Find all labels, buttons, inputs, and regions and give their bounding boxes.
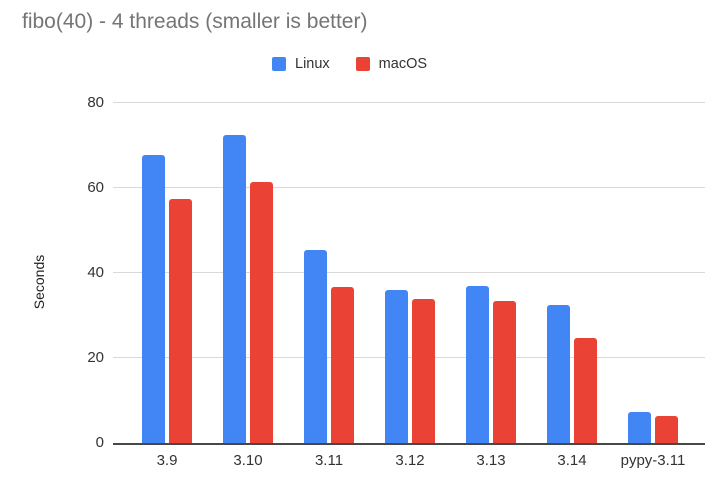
- x-label-3.14: 3.14: [557, 452, 587, 469]
- x-label-3.12: 3.12: [395, 452, 425, 469]
- bar-macos-3.13: [493, 301, 516, 443]
- y-tick-label-0: 0: [95, 434, 104, 451]
- bar-linux-3.14: [547, 305, 570, 443]
- bar-linux-3.10: [223, 135, 246, 443]
- y-tick-label-20: 20: [87, 349, 104, 366]
- gridline-40: [113, 272, 705, 273]
- x-axis-line: [113, 443, 705, 445]
- legend-label-macos: macOS: [378, 56, 428, 72]
- legend-label-linux: Linux: [295, 56, 330, 72]
- bar-linux-3.12: [385, 290, 408, 443]
- legend-swatch-macos: [355, 57, 370, 71]
- bar-macos-pypy-3.11: [655, 416, 678, 443]
- gridline-20: [113, 357, 705, 358]
- gridline-60: [113, 187, 705, 188]
- bar-linux-3.9: [142, 155, 165, 443]
- y-tick-label-80: 80: [87, 94, 104, 111]
- y-tick-label-40: 40: [87, 264, 104, 281]
- legend-item-macos: macOS: [355, 56, 428, 72]
- x-label-3.11: 3.11: [314, 452, 344, 469]
- bar-macos-3.11: [331, 286, 354, 443]
- x-label-3.13: 3.13: [476, 452, 506, 469]
- legend-swatch-linux: [272, 57, 286, 71]
- bar-linux-pypy-3.11: [628, 412, 651, 443]
- x-label-3.10: 3.10: [233, 452, 263, 469]
- y-axis-title: Seconds: [31, 254, 47, 310]
- chart-title: fibo(40) - 4 threads (smaller is better): [22, 10, 368, 33]
- chart-legend: Linux macOS: [272, 56, 427, 72]
- bar-macos-3.12: [412, 299, 435, 443]
- gridline-80: [113, 102, 705, 103]
- plot-area: [113, 102, 705, 445]
- legend-item-linux: Linux: [272, 56, 330, 72]
- y-tick-label-60: 60: [87, 179, 104, 196]
- bar-macos-3.14: [574, 337, 597, 443]
- bar-macos-3.9: [169, 199, 192, 443]
- bar-macos-3.10: [250, 181, 273, 443]
- x-label-pypy-3.11: pypy-3.11: [620, 452, 686, 469]
- bar-linux-3.11: [304, 250, 327, 443]
- x-label-3.9: 3.9: [156, 452, 178, 469]
- bar-linux-3.13: [466, 285, 489, 443]
